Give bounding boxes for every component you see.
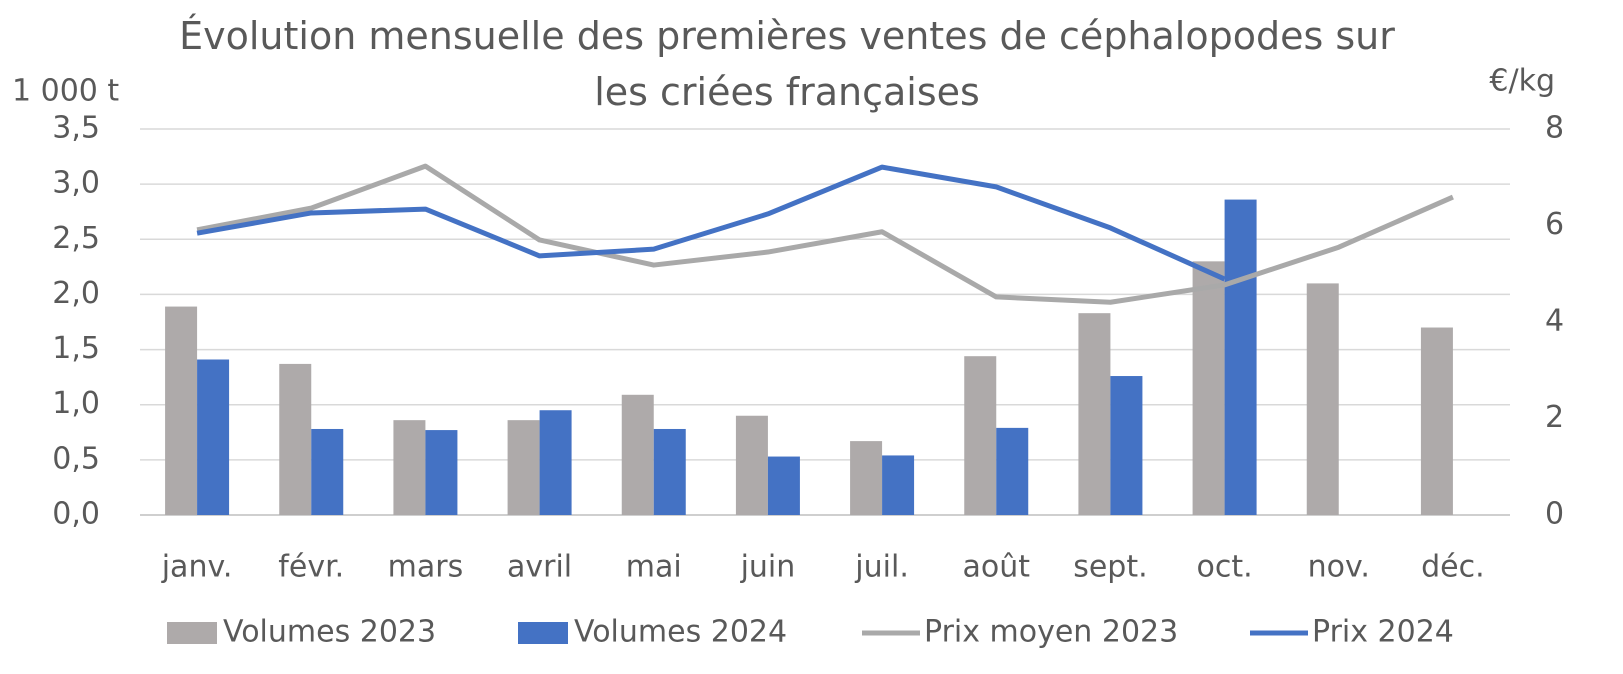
- legend-label: Volumes 2023: [223, 615, 436, 650]
- legend-label: Prix 2024: [1312, 615, 1454, 650]
- bar: [882, 455, 915, 515]
- y2-axis-label: €/kg: [1489, 64, 1555, 99]
- bar: [767, 456, 800, 515]
- y2-tick-label: 4: [1545, 304, 1564, 339]
- y-axis-label: 1 000 t: [12, 74, 119, 109]
- bar: [996, 427, 1029, 515]
- x-tick-label: avril: [507, 550, 572, 585]
- y-tick-label: 3,0: [52, 166, 100, 201]
- x-tick-label: mai: [626, 550, 682, 585]
- bar: [197, 359, 230, 515]
- y-tick-label: 1,5: [52, 331, 100, 366]
- y2-tick-label: 6: [1545, 207, 1564, 242]
- x-tick-label: sept.: [1073, 550, 1147, 585]
- legend-label: Prix moyen 2023: [924, 615, 1178, 650]
- bar: [311, 428, 344, 515]
- legend-label: Volumes 2024: [574, 615, 787, 650]
- x-tick-label: févr.: [278, 550, 344, 585]
- y-tick-label: 2,0: [52, 276, 100, 311]
- y2-tick-label: 8: [1545, 111, 1564, 146]
- bar: [393, 420, 426, 515]
- x-tick-label: janv.: [161, 550, 233, 585]
- y-tick-label: 0,5: [52, 441, 100, 476]
- y2-tick-label: 0: [1545, 497, 1564, 532]
- bar: [653, 428, 686, 515]
- bar: [425, 430, 458, 515]
- x-tick-label: juil.: [854, 550, 909, 585]
- line: [196, 163, 1454, 305]
- bar: [507, 420, 540, 515]
- line: [196, 164, 1226, 282]
- x-tick-label: août: [962, 550, 1030, 585]
- bar: [165, 306, 198, 515]
- x-tick-label: nov.: [1308, 550, 1370, 585]
- x-tick-label: juin: [740, 550, 796, 585]
- legend-swatch: [518, 622, 568, 644]
- bar: [964, 356, 997, 515]
- bar: [1224, 199, 1257, 515]
- x-tick-label: mars: [388, 550, 464, 585]
- bar: [279, 363, 312, 515]
- y-tick-label: 3,5: [52, 111, 100, 146]
- y-tick-label: 0,0: [52, 497, 100, 532]
- y-tick-label: 2,5: [52, 221, 100, 256]
- y2-tick-label: 2: [1545, 400, 1564, 435]
- x-tick-label: déc.: [1421, 550, 1485, 585]
- bar: [1110, 376, 1143, 515]
- x-tick-label: oct.: [1197, 550, 1253, 585]
- bar: [850, 441, 883, 515]
- legend-swatch: [167, 622, 217, 644]
- bar: [1192, 261, 1225, 515]
- bar: [1078, 313, 1111, 515]
- bar: [621, 394, 654, 515]
- bar: [1306, 283, 1339, 515]
- y-tick-label: 1,0: [52, 386, 100, 421]
- chart-title: Évolution mensuelle des premières ventes…: [179, 14, 1395, 114]
- bar: [539, 410, 572, 515]
- bar: [735, 415, 768, 515]
- bar: [1420, 327, 1453, 515]
